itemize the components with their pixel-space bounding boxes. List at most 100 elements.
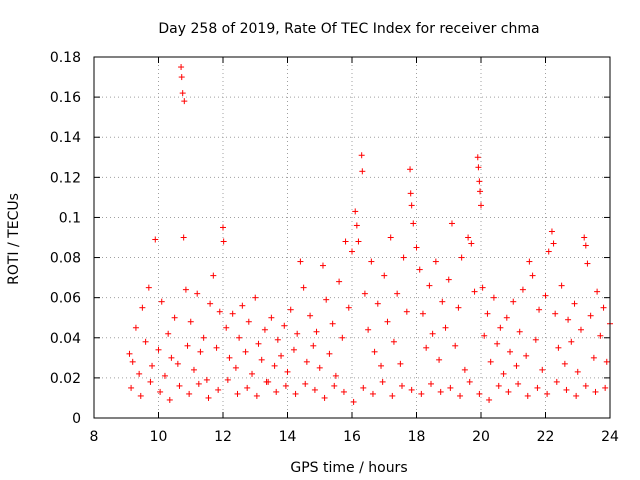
y-tick-label: 0.02: [50, 371, 81, 387]
data-point: [484, 310, 491, 317]
data-point: [284, 368, 291, 375]
data-point: [442, 324, 449, 331]
data-point: [413, 244, 420, 251]
x-axis-label: GPS time / hours: [290, 460, 407, 476]
data-point: [534, 384, 541, 391]
x-tick-label: 8: [90, 429, 99, 445]
data-point: [180, 234, 187, 241]
chart-title: Day 258 of 2019, Rate Of TEC Index for r…: [158, 21, 539, 37]
data-point: [503, 314, 510, 321]
data-point: [350, 398, 357, 405]
data-point: [476, 178, 483, 185]
data-point: [329, 320, 336, 327]
data-point: [602, 384, 609, 391]
data-point: [524, 392, 531, 399]
data-point: [282, 382, 289, 389]
y-tick-label: 0: [72, 411, 81, 427]
data-point: [439, 298, 446, 305]
data-point: [268, 314, 275, 321]
data-point: [565, 316, 572, 323]
ticks-layer: 8 10 12 14 16 18 20 22 24 0 0.02 0.04 0.06 0.08 0.1 0.1…: [50, 50, 619, 445]
data-point: [497, 324, 504, 331]
data-point: [342, 238, 349, 245]
data-point: [352, 208, 359, 215]
data-point: [526, 258, 533, 265]
data-point: [313, 328, 320, 335]
data-point: [234, 390, 241, 397]
data-point: [461, 366, 468, 373]
data-point: [332, 372, 339, 379]
data-point: [418, 390, 425, 397]
data-point: [311, 386, 318, 393]
data-point: [236, 334, 243, 341]
data-point: [573, 392, 580, 399]
y-tick-label: 0.12: [50, 170, 81, 186]
data-point: [582, 242, 589, 249]
data-point: [584, 260, 591, 267]
data-point: [378, 362, 385, 369]
data-point: [207, 300, 214, 307]
data-point: [161, 372, 168, 379]
data-point: [152, 236, 159, 243]
data-point: [258, 356, 265, 363]
data-point: [487, 358, 494, 365]
data-point: [252, 294, 259, 301]
data-point: [307, 312, 314, 319]
data-point: [426, 282, 433, 289]
data-point: [361, 290, 368, 297]
data-point: [142, 338, 149, 345]
data-point: [178, 64, 185, 71]
data-point: [197, 348, 204, 355]
data-point: [242, 348, 249, 355]
data-point: [369, 390, 376, 397]
x-tick-label: 16: [343, 429, 361, 445]
data-point: [319, 262, 326, 269]
data-point: [245, 318, 252, 325]
data-point: [486, 396, 493, 403]
data-point: [321, 394, 328, 401]
data-point: [447, 384, 454, 391]
data-point: [400, 254, 407, 261]
data-point: [371, 348, 378, 355]
data-point: [349, 248, 355, 255]
x-tick-label: 10: [150, 429, 168, 445]
data-point: [353, 222, 360, 229]
data-point: [398, 382, 405, 389]
data-point: [407, 190, 414, 197]
data-point: [302, 380, 309, 387]
data-point: [278, 352, 285, 359]
data-point: [465, 234, 472, 241]
data-point: [294, 330, 301, 337]
data-point: [184, 342, 191, 349]
data-point: [397, 360, 404, 367]
data-point: [475, 164, 482, 171]
data-point: [281, 322, 288, 329]
data-point: [568, 338, 575, 345]
data-point: [471, 288, 478, 295]
data-point: [553, 378, 560, 385]
data-point: [155, 346, 162, 353]
data-point: [368, 258, 375, 265]
data-point: [300, 284, 307, 291]
data-point: [232, 364, 239, 371]
data-point: [536, 306, 543, 313]
data-point: [136, 370, 143, 377]
data-point: [213, 344, 220, 351]
x-tick-label: 24: [601, 429, 619, 445]
data-point: [359, 168, 366, 175]
data-point: [548, 228, 555, 235]
data-point: [478, 202, 484, 209]
data-point: [261, 326, 268, 333]
data-point: [224, 376, 231, 383]
data-point: [203, 376, 210, 383]
data-point: [145, 284, 152, 291]
y-tick-label: 0.16: [50, 90, 81, 106]
data-point: [403, 308, 410, 315]
data-point: [558, 282, 565, 289]
data-point: [181, 98, 188, 105]
x-tick-label: 12: [214, 429, 232, 445]
grid-layer: [94, 57, 610, 418]
data-point: [316, 364, 323, 371]
